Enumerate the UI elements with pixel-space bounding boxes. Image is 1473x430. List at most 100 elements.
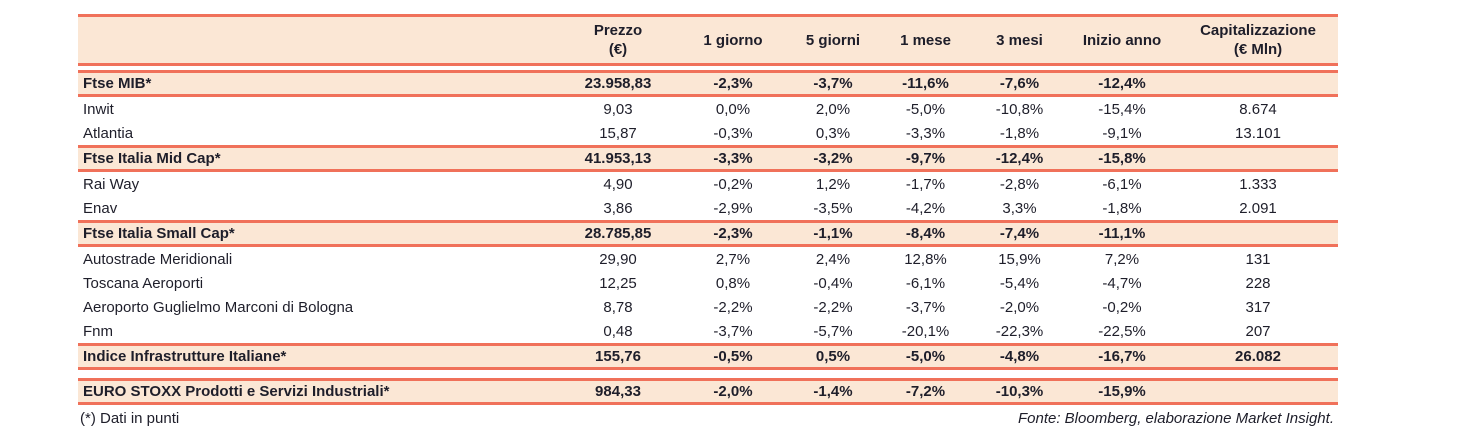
table-footer: (*) Dati in punti Fonte: Bloomberg, elab…	[78, 410, 1338, 427]
row-value-1-mese: -9,7%	[905, 150, 946, 167]
row-value-5-giorni: 2,4%	[815, 250, 851, 268]
row-name: Inwit	[83, 100, 114, 118]
column-header-line1: Prezzo	[593, 22, 643, 39]
table-row: Ftse MIB* 23.958,83 -2,3% -3,7% -11,6% -…	[78, 70, 1338, 97]
row-value-inizio-anno: -11,1%	[1098, 225, 1146, 242]
row-value-1-mese: -5,0%	[905, 100, 946, 118]
column-header-inizio-anno: Inizio anno	[1082, 31, 1162, 49]
row-value-inizio-anno: -16,7%	[1098, 348, 1146, 365]
row-value-inizio-anno: -12,4%	[1098, 75, 1146, 92]
row-name: Toscana Aeroporti	[83, 274, 204, 292]
row-value-3-mesi: -1,8%	[999, 124, 1040, 142]
column-header-3-mesi: 3 mesi	[996, 31, 1043, 49]
row-value-prezzo: 28.785,85	[584, 225, 652, 242]
row-value-1-mese: -7,2%	[905, 383, 946, 400]
column-header-line1: Capitalizzazione	[1200, 22, 1316, 39]
row-value-inizio-anno: -15,4%	[1098, 100, 1146, 118]
row-value-5-giorni: -2,2%	[813, 298, 853, 316]
row-value-3-mesi: -7,6%	[999, 75, 1040, 92]
table-body: Ftse MIB* 23.958,83 -2,3% -3,7% -11,6% -…	[78, 70, 1338, 405]
row-value-5-giorni: -1,1%	[813, 225, 853, 242]
row-value-5-giorni: -3,5%	[813, 199, 853, 217]
row-value-5-giorni: -0,4%	[813, 274, 853, 292]
row-name: Ftse Italia Small Cap*	[83, 225, 235, 242]
row-value-capitalizzazione: 1.333	[1239, 175, 1277, 193]
row-value-capitalizzazione: 13.101	[1235, 124, 1281, 142]
row-value-inizio-anno: -0,2%	[1102, 298, 1142, 316]
row-value-1-giorno: -3,7%	[713, 322, 753, 340]
row-value-capitalizzazione: 131	[1245, 250, 1271, 268]
row-value-3-mesi: -10,3%	[995, 383, 1044, 400]
column-header-line2: (€ Mln)	[1233, 41, 1283, 58]
table-row: Autostrade Meridionali 29,90 2,7% 2,4% 1…	[78, 247, 1338, 271]
table-row: Aeroporto Guglielmo Marconi di Bologna 8…	[78, 295, 1338, 319]
row-name: Autostrade Meridionali	[83, 250, 233, 268]
row-value-5-giorni: -3,7%	[813, 75, 853, 92]
row-value-1-mese: -1,7%	[905, 175, 946, 193]
row-value-1-giorno: -2,9%	[713, 199, 753, 217]
table-row: Ftse Italia Mid Cap* 41.953,13 -3,3% -3,…	[78, 145, 1338, 172]
row-value-3-mesi: -10,8%	[995, 100, 1044, 118]
row-value-inizio-anno: -1,8%	[1102, 199, 1142, 217]
row-value-prezzo: 8,78	[603, 298, 633, 316]
row-value-3-mesi: 15,9%	[998, 250, 1041, 268]
table-row: Toscana Aeroporti 12,25 0,8% -0,4% -6,1%…	[78, 271, 1338, 295]
row-value-1-giorno: -2,2%	[713, 298, 753, 316]
row-value-prezzo: 9,03	[603, 100, 633, 118]
column-header-prezzo: Prezzo (€)	[558, 21, 678, 59]
row-value-prezzo: 984,33	[595, 383, 641, 400]
row-value-1-mese: -3,3%	[905, 124, 946, 142]
row-value-5-giorni: -5,7%	[813, 322, 853, 340]
row-value-capitalizzazione: 2.091	[1239, 199, 1277, 217]
row-name: EURO STOXX Prodotti e Servizi Industrial…	[83, 383, 390, 400]
row-value-1-mese: -3,7%	[905, 298, 946, 316]
row-value-prezzo: 29,90	[599, 250, 637, 268]
row-value-3-mesi: -22,3%	[995, 322, 1044, 340]
row-value-1-giorno: -2,3%	[713, 225, 753, 242]
row-value-prezzo: 155,76	[595, 348, 641, 365]
row-name: Rai Way	[83, 175, 140, 193]
row-value-1-giorno: -0,5%	[713, 348, 753, 365]
row-value-5-giorni: 2,0%	[815, 100, 851, 118]
column-header-capitalizzazione: Capitalizzazione (€ Mln)	[1178, 21, 1338, 59]
row-name: Ftse MIB*	[83, 75, 152, 92]
row-value-inizio-anno: -15,9%	[1098, 383, 1146, 400]
row-value-1-giorno: -0,3%	[713, 124, 753, 142]
column-header-1-giorno: 1 giorno	[703, 31, 763, 49]
row-value-3-mesi: 3,3%	[1002, 199, 1037, 217]
row-value-prezzo: 23.958,83	[584, 75, 652, 92]
row-value-1-mese: -8,4%	[905, 225, 946, 242]
row-value-1-mese: -5,0%	[905, 348, 946, 365]
row-value-5-giorni: 0,3%	[815, 124, 851, 142]
footnote: (*) Dati in punti	[80, 410, 180, 427]
row-name: Enav	[83, 199, 118, 217]
row-value-prezzo: 15,87	[599, 124, 637, 142]
table-row: EURO STOXX Prodotti e Servizi Industrial…	[78, 378, 1338, 405]
row-value-inizio-anno: -9,1%	[1102, 124, 1142, 142]
table-row: Indice Infrastrutture Italiane* 155,76 -…	[78, 343, 1338, 370]
table-row: Rai Way 4,90 -0,2% 1,2% -1,7% -2,8% -6,1…	[78, 172, 1338, 196]
row-value-prezzo: 3,86	[603, 199, 633, 217]
row-value-inizio-anno: -6,1%	[1102, 175, 1142, 193]
row-value-1-mese: -4,2%	[905, 199, 946, 217]
row-value-capitalizzazione: 26.082	[1235, 348, 1281, 365]
column-header-1-mese: 1 mese	[900, 31, 951, 49]
row-value-1-mese: -11,6%	[902, 75, 949, 92]
row-name: Fnm	[83, 322, 113, 340]
market-performance-page: Prezzo (€) 1 giorno 5 giorni 1 mese 3 me…	[78, 14, 1338, 427]
row-value-3-mesi: -4,8%	[999, 348, 1040, 365]
row-value-5-giorni: -1,4%	[813, 383, 853, 400]
row-value-3-mesi: -7,4%	[999, 225, 1040, 242]
row-value-1-giorno: -0,2%	[713, 175, 753, 193]
row-value-inizio-anno: -15,8%	[1098, 150, 1146, 167]
row-value-3-mesi: -5,4%	[999, 274, 1040, 292]
row-value-capitalizzazione: 317	[1245, 298, 1271, 316]
performance-table: Prezzo (€) 1 giorno 5 giorni 1 mese 3 me…	[78, 14, 1338, 405]
table-header-row: Prezzo (€) 1 giorno 5 giorni 1 mese 3 me…	[78, 14, 1338, 66]
row-name: Aeroporto Guglielmo Marconi di Bologna	[83, 298, 354, 316]
row-value-prezzo: 41.953,13	[584, 150, 652, 167]
row-value-1-giorno: 2,7%	[715, 250, 751, 268]
row-name: Atlantia	[83, 124, 134, 142]
row-value-1-giorno: -3,3%	[713, 150, 753, 167]
row-value-5-giorni: 0,5%	[815, 348, 851, 365]
